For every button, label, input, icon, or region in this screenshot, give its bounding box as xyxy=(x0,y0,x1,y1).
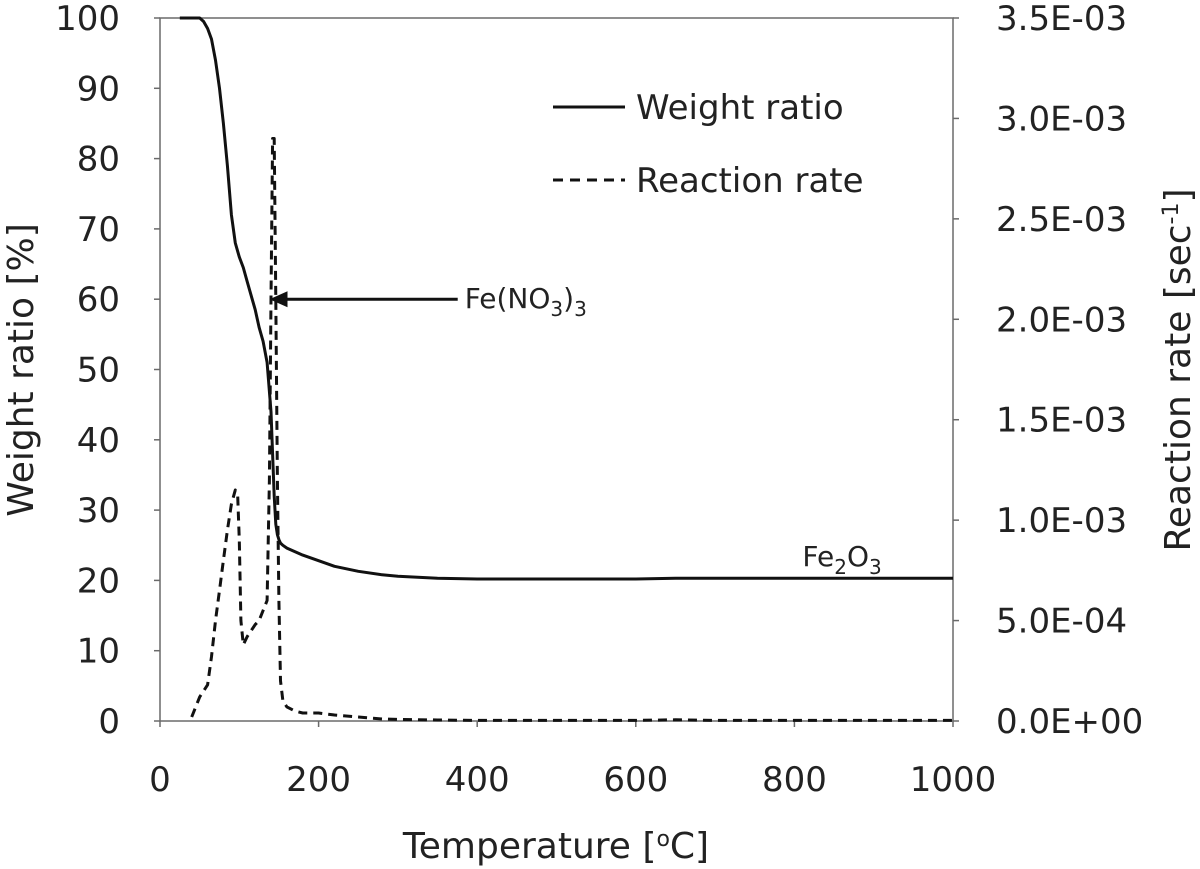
x-tick-label: 400 xyxy=(445,760,510,800)
left-y-tick-label: 10 xyxy=(77,632,120,672)
x-tick-label: 800 xyxy=(762,760,827,800)
annotation-fe-oxide: Fe2O3 xyxy=(802,540,881,579)
left-y-tick-label: 40 xyxy=(77,421,120,461)
left-y-tick-label: 90 xyxy=(77,69,120,109)
legend: Weight ratio Reaction rate xyxy=(553,88,864,201)
x-axis-ticks: 0 200 400 600 800 1000 xyxy=(149,721,996,800)
right-y-tick-label: 2.5E-03 xyxy=(996,200,1127,240)
right-y-tick-label: 3.0E-03 xyxy=(996,99,1127,139)
annotation-label-fe-oxide: Fe2O3 xyxy=(802,540,881,579)
right-y-tick-label: 1.0E-03 xyxy=(996,501,1127,541)
left-y-tick-label: 60 xyxy=(77,280,120,320)
right-y-tick-label: 3.5E-03 xyxy=(996,0,1127,39)
left-y-tick-label: 100 xyxy=(55,0,120,39)
annotation-arrowhead xyxy=(269,291,288,308)
legend-label-reaction-rate: Reaction rate xyxy=(636,161,864,201)
annotation-fe-nitrate: Fe(NO3)3 xyxy=(269,282,587,321)
left-y-axis-label: Weight ratio [%] xyxy=(1,223,42,517)
x-tick-label: 1000 xyxy=(910,760,997,800)
left-y-tick-label: 30 xyxy=(77,491,120,531)
right-y-tick-label: 2.0E-03 xyxy=(996,300,1127,340)
left-y-tick-label: 0 xyxy=(98,702,120,742)
legend-label-weight-ratio: Weight ratio xyxy=(636,88,844,128)
x-axis-label: Temperature [oC] xyxy=(402,826,709,867)
x-tick-label: 200 xyxy=(286,760,351,800)
right-y-tick-label: 5.0E-04 xyxy=(996,602,1127,642)
reaction-rate-line xyxy=(190,137,953,722)
left-y-tick-label: 70 xyxy=(77,210,120,250)
left-y-tick-label: 80 xyxy=(77,140,120,180)
annotation-label-fe-nitrate: Fe(NO3)3 xyxy=(465,282,587,321)
weight-ratio-line xyxy=(179,16,953,581)
right-y-axis-label: Reaction rate [sec-1] xyxy=(1158,188,1199,551)
left-y-tick-label: 50 xyxy=(77,351,120,391)
right-y-tick-label: 0.0E+00 xyxy=(996,702,1143,742)
right-y-tick-label: 1.5E-03 xyxy=(996,401,1127,441)
x-tick-label: 0 xyxy=(149,760,171,800)
x-tick-label: 600 xyxy=(603,760,668,800)
right-y-axis-ticks: 0.0E+00 5.0E-04 1.0E-03 1.5E-03 2.0E-03 2.5E-… xyxy=(953,0,1143,742)
left-y-tick-label: 20 xyxy=(77,561,120,601)
left-y-axis-ticks: 0 10 20 30 40 50 60 70 80 90 100 xyxy=(55,0,160,742)
series-group xyxy=(179,16,953,722)
